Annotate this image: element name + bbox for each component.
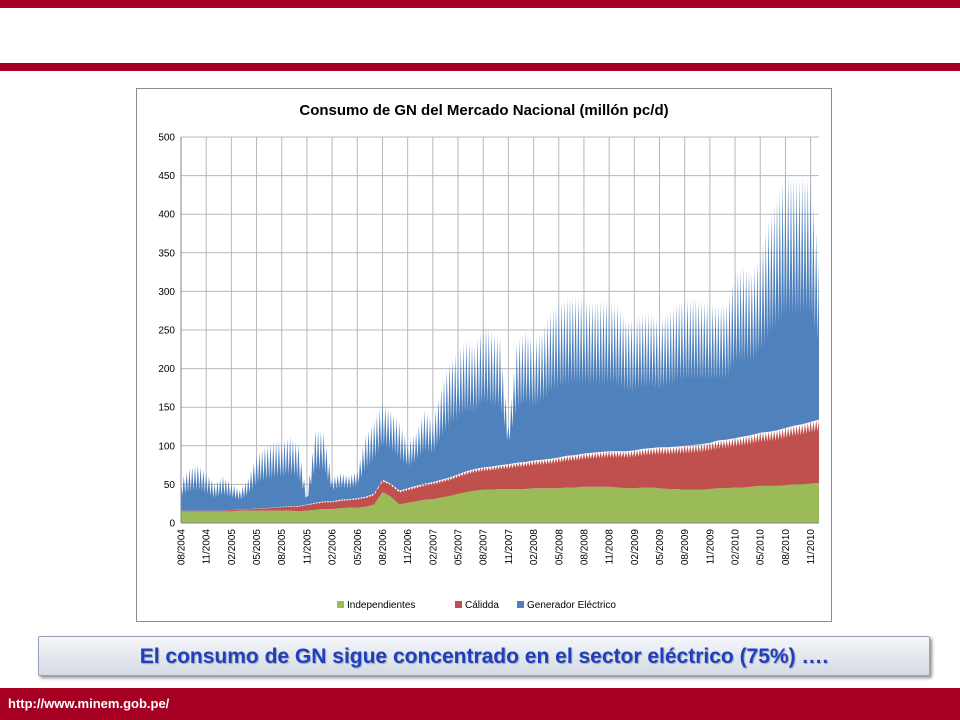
x-tick-label: 05/2008	[554, 529, 565, 566]
series-area-1	[181, 419, 819, 512]
caption-text: El consumo de GN sigue concentrado en el…	[139, 645, 829, 668]
x-tick-label: 05/2010	[756, 529, 767, 566]
x-tick-label: 11/2008	[605, 529, 616, 565]
area-layer	[181, 173, 819, 523]
x-tick-label: 08/2007	[479, 529, 490, 566]
axis-layer: 0 50 100 150 200 250 300 350 400 450 500 08/2004 11/…	[158, 133, 819, 566]
y-tick-label: 250	[158, 326, 175, 337]
y-tick-label: 400	[158, 210, 175, 221]
x-tick-label: 02/2007	[428, 529, 439, 566]
chart-container: Consumo de GN del Mercado Nacional (mill…	[136, 88, 832, 622]
x-tick-label: 08/2005	[277, 529, 288, 566]
footer-bar: http://www.minem.gob.pe/	[0, 688, 960, 720]
legend-label: Cálidda	[465, 600, 499, 611]
x-tick-label: 11/2007	[504, 529, 515, 565]
x-tick-label: 11/2010	[806, 529, 817, 565]
legend-label: Generador Eléctrico	[527, 600, 616, 611]
caption-box: El consumo de GN sigue concentrado en el…	[38, 636, 930, 676]
x-tick-label: 11/2006	[403, 529, 414, 565]
series-area-0	[181, 482, 819, 523]
x-tick-label: 11/2009	[705, 529, 716, 565]
header-rule	[0, 63, 960, 71]
y-tick-label: 350	[158, 248, 175, 259]
y-tick-label: 50	[164, 480, 176, 491]
legend: Independientes Cálidda Generador Eléctrico	[337, 600, 616, 611]
x-tick-label: 11/2004	[202, 529, 213, 565]
x-tick-label: 02/2006	[328, 529, 339, 566]
chart-title: Consumo de GN del Mercado Nacional (mill…	[299, 102, 668, 119]
x-tick-label: 08/2006	[378, 529, 389, 566]
x-tick-label: 11/2005	[302, 529, 313, 565]
x-tick-label: 05/2006	[353, 529, 364, 566]
x-tick-label: 08/2010	[781, 529, 792, 566]
x-tick-label: 08/2009	[680, 529, 691, 566]
y-tick-label: 0	[169, 519, 175, 530]
y-tick-label: 450	[158, 171, 175, 182]
legend-label: Independientes	[347, 600, 415, 611]
x-tick-label: 08/2008	[579, 529, 590, 566]
x-tick-label: 05/2009	[655, 529, 666, 566]
y-tick-label: 300	[158, 287, 175, 298]
footer-url-link[interactable]: http://www.minem.gob.pe/	[8, 696, 170, 711]
series-area-2	[181, 173, 819, 511]
gas-consumption-chart: Consumo de GN del Mercado Nacional (mill…	[158, 102, 819, 611]
legend-swatch	[455, 601, 462, 608]
legend-swatch	[337, 601, 344, 608]
top-accent-bar	[0, 0, 960, 8]
y-tick-label: 500	[158, 133, 175, 144]
x-tick-label: 08/2004	[177, 529, 188, 566]
legend-swatch	[517, 601, 524, 608]
y-tick-label: 150	[158, 403, 175, 414]
x-tick-label: 02/2010	[731, 529, 742, 566]
y-tick-label: 100	[158, 441, 175, 452]
x-tick-label: 05/2005	[252, 529, 263, 566]
y-tick-label: 200	[158, 364, 175, 375]
x-tick-label: 05/2007	[454, 529, 465, 566]
x-tick-label: 02/2008	[529, 529, 540, 566]
x-tick-label: 02/2009	[630, 529, 641, 566]
x-tick-label: 02/2005	[227, 529, 238, 566]
